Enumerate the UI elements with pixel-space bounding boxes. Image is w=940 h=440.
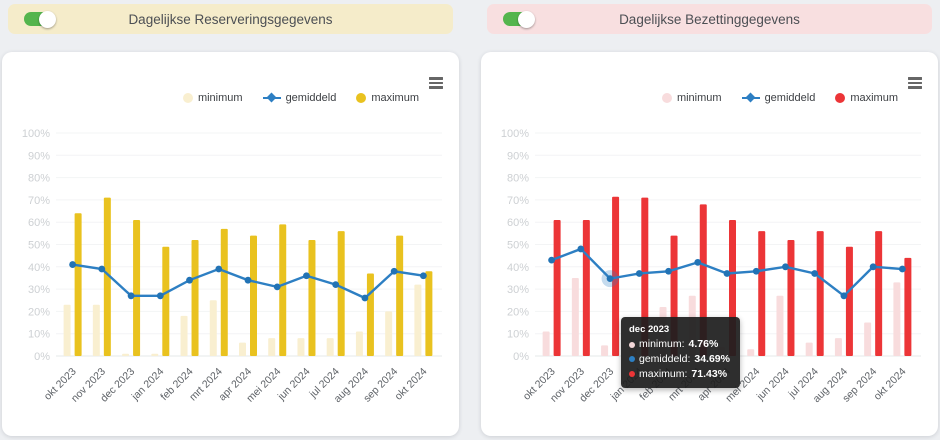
bezetting-chart-legend: minimum gemiddeld maximum	[661, 92, 898, 104]
svg-text:100%: 100%	[501, 128, 529, 140]
svg-text:40%: 40%	[28, 262, 50, 274]
grid: 0% 10% 20% 30% 40% 50% 60% 70% 80% 90% 100%	[22, 128, 442, 363]
svg-text:100%: 100%	[22, 128, 50, 140]
reserveringen-card: minimum gemiddeld maximum 0% 10% 20% 30% 40% 50…	[2, 52, 459, 436]
series-dot-icon	[182, 93, 193, 103]
svg-text:jun 2024: jun 2024	[275, 366, 313, 404]
svg-text:60%: 60%	[28, 217, 50, 229]
svg-text:80%: 80%	[28, 173, 50, 185]
svg-text:90%: 90%	[28, 150, 50, 162]
svg-text:10%: 10%	[28, 329, 50, 341]
series-dot-icon	[356, 93, 367, 103]
grid: 0% 10% 20% 30% 40% 50% 60% 70% 80% 90% 100%	[501, 128, 921, 363]
bezetting-toggle[interactable]	[503, 10, 535, 28]
svg-text:jun 2024: jun 2024	[754, 366, 792, 404]
svg-text:okt 2024: okt 2024	[872, 366, 909, 403]
legend-item-minimum[interactable]: minimum	[661, 92, 722, 104]
svg-text:20%: 20%	[28, 306, 50, 318]
line-marker-icon	[262, 92, 281, 103]
svg-text:60%: 60%	[507, 217, 529, 229]
svg-text:30%: 30%	[507, 284, 529, 296]
reserveringen-title: Dagelijkse Reserveringsgegevens	[128, 11, 333, 27]
series-minimum[interactable]	[63, 284, 422, 356]
svg-text:okt 2024: okt 2024	[393, 366, 430, 403]
svg-text:0%: 0%	[34, 351, 50, 363]
svg-text:20%: 20%	[507, 306, 529, 318]
legend-label: minimum	[676, 92, 722, 104]
reserveringen-header: Dagelijkse Reserveringsgegevens	[8, 4, 453, 34]
legend-label: gemiddeld	[285, 92, 337, 104]
svg-text:50%: 50%	[28, 240, 50, 252]
svg-text:70%: 70%	[507, 195, 529, 207]
svg-text:50%: 50%	[507, 240, 529, 252]
series-dot-icon	[835, 93, 846, 103]
svg-text:70%: 70%	[28, 195, 50, 207]
svg-text:40%: 40%	[507, 262, 529, 274]
toggle-knob	[518, 10, 535, 28]
reserveringen-chart[interactable]: 0% 10% 20% 30% 40% 50% 60% 70% 80% 90% 100% okt 202…	[10, 114, 450, 416]
svg-text:0%: 0%	[513, 351, 529, 363]
legend-item-maximum[interactable]: maximum	[835, 92, 898, 104]
legend-item-gemiddeld[interactable]: gemiddeld	[262, 92, 337, 104]
bezetting-card: minimum gemiddeld maximum 0% 10% 20% 30% 40% 50…	[481, 52, 938, 436]
legend-label: minimum	[197, 92, 243, 104]
legend-item-gemiddeld[interactable]: gemiddeld	[741, 92, 816, 104]
series-dot-icon	[661, 93, 672, 103]
hamburger-menu-icon[interactable]	[429, 77, 443, 91]
hamburger-menu-icon[interactable]	[908, 77, 922, 91]
line-marker-icon	[741, 92, 760, 103]
bezetting-header: Dagelijkse Bezettinggegevens	[487, 4, 932, 34]
series-gemiddeld[interactable]	[69, 261, 427, 302]
reserveringen-toggle[interactable]	[24, 10, 56, 28]
legend-label: gemiddeld	[764, 92, 816, 104]
legend-label: maximum	[371, 92, 419, 104]
svg-text:90%: 90%	[507, 150, 529, 162]
legend-item-minimum[interactable]: minimum	[182, 92, 243, 104]
svg-text:80%: 80%	[507, 173, 529, 185]
series-maximum[interactable]	[74, 197, 433, 356]
bezetting-title: Dagelijkse Bezettinggegevens	[619, 11, 800, 27]
series-gemiddeld[interactable]	[548, 245, 906, 300]
legend-item-maximum[interactable]: maximum	[356, 92, 419, 104]
reserveringen-chart-legend: minimum gemiddeld maximum	[182, 92, 419, 104]
panel-bezetting: Dagelijkse Bezettinggegevens minimum gemi…	[481, 4, 938, 436]
legend-label: maximum	[850, 92, 898, 104]
svg-text:30%: 30%	[28, 284, 50, 296]
toggle-knob	[39, 10, 56, 28]
svg-text:10%: 10%	[507, 329, 529, 341]
bezetting-chart[interactable]: 0% 10% 20% 30% 40% 50% 60% 70% 80% 90% 100% okt 202…	[489, 114, 929, 416]
panel-reserveringen: Dagelijkse Reserveringsgegevens minimum g…	[2, 4, 459, 436]
